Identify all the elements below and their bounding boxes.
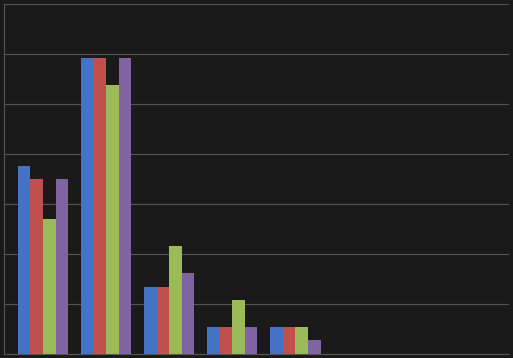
Bar bbox=[30, 179, 43, 354]
Bar bbox=[55, 179, 68, 354]
Bar bbox=[81, 58, 93, 354]
Bar bbox=[119, 58, 131, 354]
Bar bbox=[156, 287, 169, 354]
Bar bbox=[245, 327, 258, 354]
Bar bbox=[106, 85, 119, 354]
Bar bbox=[220, 327, 232, 354]
Bar bbox=[308, 340, 321, 354]
Bar bbox=[93, 58, 106, 354]
Bar bbox=[18, 165, 30, 354]
Bar bbox=[283, 327, 295, 354]
Bar bbox=[43, 219, 55, 354]
Bar bbox=[182, 273, 194, 354]
Bar bbox=[270, 327, 283, 354]
Bar bbox=[232, 300, 245, 354]
Bar bbox=[144, 287, 156, 354]
Bar bbox=[207, 327, 220, 354]
Bar bbox=[169, 246, 182, 354]
Bar bbox=[295, 327, 308, 354]
